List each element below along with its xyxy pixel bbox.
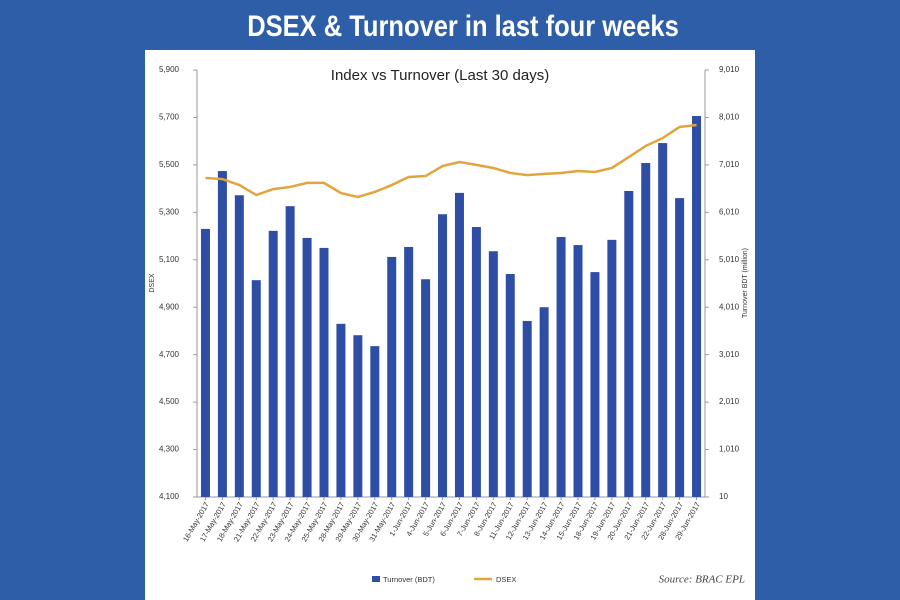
- chart-title: Index vs Turnover (Last 30 days): [331, 67, 549, 84]
- bar: [387, 256, 397, 497]
- bar: [217, 171, 227, 497]
- y-tick-label: 4,900: [159, 302, 180, 311]
- bar: [573, 245, 583, 497]
- y-tick-label: 5,500: [159, 160, 180, 169]
- bar: [692, 116, 702, 497]
- y2-axis-label: Turnover BDT (million): [742, 248, 749, 318]
- bar: [302, 237, 312, 497]
- y2-tick-label: 10: [719, 492, 728, 501]
- bar: [370, 346, 380, 497]
- legend-label: Turnover (BDT): [383, 575, 435, 584]
- bar: [438, 214, 448, 497]
- bar: [404, 246, 414, 497]
- legend-label: DSEX: [496, 575, 516, 584]
- bar: [505, 274, 515, 497]
- y-tick-label: 4,300: [159, 445, 180, 454]
- page-title: DSEX & Turnover in last four weeks: [247, 9, 679, 42]
- bar: [522, 320, 532, 497]
- y2-tick-label: 2,010: [719, 397, 740, 406]
- y2-tick-label: 4,010: [719, 302, 740, 311]
- bar: [624, 190, 634, 497]
- y-tick-label: 5,100: [159, 255, 180, 264]
- bar: [454, 192, 464, 497]
- bar: [658, 143, 668, 497]
- y2-tick-label: 1,010: [719, 445, 740, 454]
- line: [205, 123, 697, 199]
- bar: [675, 198, 685, 497]
- y2-tick-label: 6,010: [719, 207, 740, 216]
- y-axis-label: DSEX: [149, 273, 156, 292]
- bar: [556, 237, 566, 497]
- y2-tick-label: 9,010: [719, 65, 740, 74]
- legend-swatch: [372, 576, 380, 582]
- y-tick-label: 4,500: [159, 397, 180, 406]
- bar: [200, 228, 210, 497]
- y2-tick-label: 3,010: [719, 350, 740, 359]
- bar: [641, 162, 651, 498]
- bar: [590, 272, 600, 497]
- y-tick-label: 4,100: [159, 492, 180, 501]
- y-tick-label: 5,700: [159, 113, 180, 122]
- y2-tick-label: 7,010: [719, 160, 740, 169]
- y-tick-label: 5,900: [159, 65, 180, 74]
- y-tick-label: 4,700: [159, 350, 180, 359]
- bar: [285, 206, 295, 497]
- bar: [319, 247, 329, 497]
- y2-tick-label: 8,010: [719, 113, 740, 122]
- bar: [607, 239, 617, 497]
- bar: [421, 279, 431, 497]
- source: Source: BRAC EPL: [659, 574, 745, 586]
- bar: [488, 251, 498, 497]
- bar: [353, 335, 363, 497]
- y2-tick-label: 5,010: [719, 255, 740, 264]
- bar: [471, 227, 481, 497]
- bar: [336, 323, 346, 497]
- y-tick-label: 5,300: [159, 207, 180, 216]
- bar: [251, 280, 261, 497]
- bar: [268, 230, 278, 497]
- bar: [539, 307, 549, 497]
- bar: [234, 195, 244, 497]
